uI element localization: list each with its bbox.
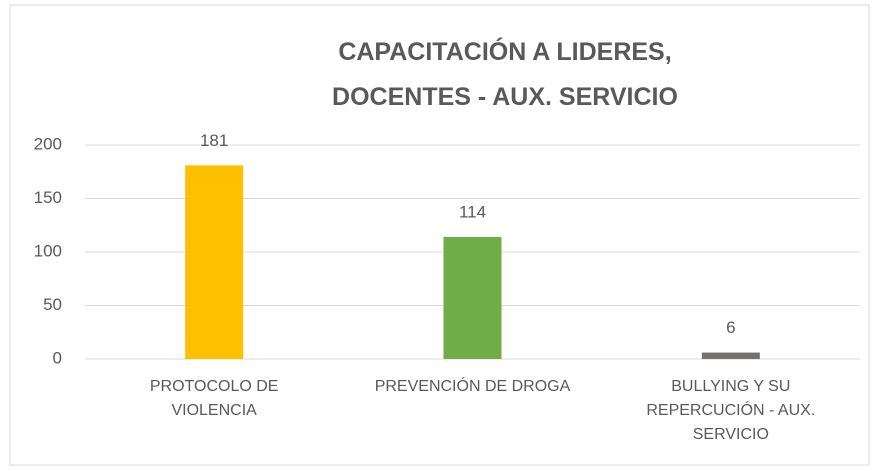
- y-tick-label: 200: [34, 134, 62, 153]
- y-tick-label: 0: [53, 348, 62, 367]
- chart-border: [9, 4, 870, 466]
- bar: [701, 352, 760, 359]
- y-tick-label: 100: [34, 241, 62, 260]
- bar: [185, 165, 244, 359]
- data-label: 181: [200, 131, 228, 150]
- x-tick-label: BULLYING Y SU REPERCUCIÓN - AUX. SERVICI…: [646, 378, 816, 443]
- bar: [443, 237, 502, 359]
- y-tick-label: 150: [34, 188, 62, 207]
- x-tick-label: PROTOCOLO DE VIOLENCIA: [149, 378, 279, 419]
- x-tick-label: PREVENCIÓN DE DROGA: [374, 378, 571, 395]
- y-tick-label: 50: [43, 295, 62, 314]
- chart-title: CAPACITACIÓN A LIDERES, DOCENTES - AUX. …: [332, 38, 678, 111]
- data-label: 6: [726, 318, 735, 337]
- data-label: 114: [459, 203, 486, 222]
